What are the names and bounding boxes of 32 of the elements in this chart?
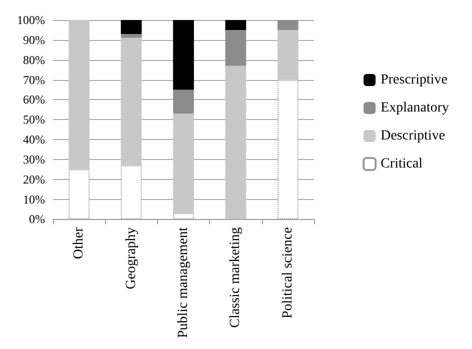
bar: [120, 20, 142, 34]
y-tick-label: 30%: [23, 152, 45, 166]
y-tick-label: 70%: [23, 72, 45, 87]
y-tick-label: 40%: [23, 132, 45, 147]
legend-label: Prescriptive: [380, 72, 448, 88]
x-tick-label: Other: [72, 226, 87, 260]
bar: [277, 30, 298, 80]
bar: [225, 20, 246, 30]
legend-label: Descriptive: [380, 128, 446, 144]
legend-label: Explanatory: [380, 100, 449, 116]
y-tick-label: 60%: [23, 92, 45, 107]
y-tick-label: 20%: [23, 172, 45, 186]
bar: [225, 30, 246, 66]
x-tick-label: Political science: [280, 227, 296, 319]
y-tick-label: 100%: [17, 13, 45, 27]
bar: [120, 38, 142, 166]
y-tick-label: 0%: [29, 212, 45, 226]
x-tick-label: Classic marketing: [228, 227, 244, 328]
y-tick-label: 80%: [23, 52, 45, 67]
x-tick-label: Geography: [124, 227, 139, 290]
bar: [173, 20, 194, 90]
bar: [120, 34, 142, 38]
y-tick-label: 90%: [23, 32, 45, 47]
y-tick-label: 10%: [23, 192, 45, 206]
bar: [173, 90, 194, 114]
legend-label: Critical: [380, 156, 423, 172]
bar: [68, 20, 90, 170]
bar: [277, 20, 298, 30]
bar: [173, 114, 194, 214]
bar: [225, 66, 246, 220]
y-tick-label: 50%: [23, 112, 45, 127]
x-tick-label: Public management: [176, 227, 191, 338]
